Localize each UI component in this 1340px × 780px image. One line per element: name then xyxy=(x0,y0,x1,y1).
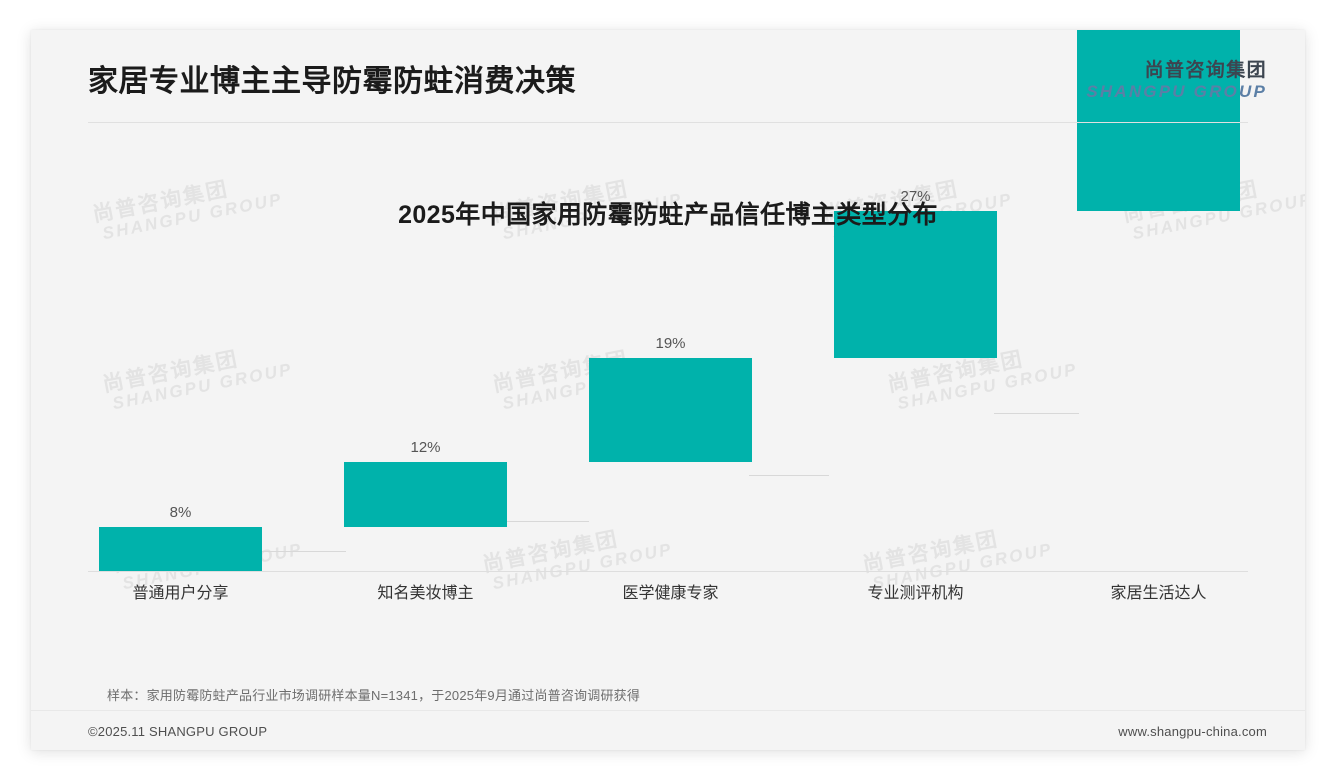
category-label-0: 普通用户分享 xyxy=(132,585,229,602)
bar-3[interactable] xyxy=(834,211,997,358)
connector-line-3 xyxy=(749,475,829,476)
slide-footer: ©2025.11 SHANGPU GROUP www.shangpu-china… xyxy=(31,711,1305,750)
bar-value-2: 19% xyxy=(655,335,686,352)
slide-card: 尚普咨询集团 SHANGPU GROUP 尚普咨询集团 SHANGPU GROU… xyxy=(31,30,1305,750)
slide-header: 家居专业博主主导防霉防蛀消费决策 尚普咨询集团 SHANGPU GROUP xyxy=(31,30,1305,122)
bar-0[interactable] xyxy=(99,527,262,571)
header-divider xyxy=(88,122,1248,123)
bar-2[interactable] xyxy=(589,358,752,462)
bar-1[interactable] xyxy=(344,462,507,527)
bar-value-3: 27% xyxy=(900,188,931,205)
page-title: 家居专业博主主导防霉防蛀消费决策 xyxy=(88,65,576,98)
category-label-1: 知名美妆博主 xyxy=(377,585,474,602)
brand-logo: 尚普咨询集团 SHANGPU GROUP xyxy=(1086,60,1267,101)
copyright-text: ©2025.11 SHANGPU GROUP xyxy=(88,724,268,739)
category-label-2: 医学健康专家 xyxy=(622,585,719,602)
sample-footnote: 样本：家用防霉防蛀产品行业市场调研样本量N=1341，于2025年9月通过尚普咨… xyxy=(107,688,641,703)
chart-title: 2025年中国家用防霉防蛀产品信任博主类型分布 xyxy=(398,201,938,229)
logo-text-cn: 尚普咨询集团 xyxy=(1144,60,1267,81)
bar-value-1: 12% xyxy=(410,439,441,456)
connector-line-4 xyxy=(994,413,1079,414)
category-label-3: 专业测评机构 xyxy=(867,585,964,602)
waterfall-chart: 8% 12% 19% 27% 34% 普通用户分享 知名美妆博主 医学健康专家 … xyxy=(31,30,1305,750)
connector-line-1 xyxy=(261,551,346,552)
website-link[interactable]: www.shangpu-china.com xyxy=(1118,724,1267,739)
logo-text-en: SHANGPU GROUP xyxy=(1086,82,1267,102)
connector-line-2 xyxy=(504,521,589,522)
bar-value-0: 8% xyxy=(169,504,192,521)
bar-4[interactable] xyxy=(1077,30,1240,211)
x-axis-line xyxy=(88,571,1248,572)
category-label-4: 家居生活达人 xyxy=(1110,585,1207,602)
footer-divider xyxy=(31,710,1305,711)
